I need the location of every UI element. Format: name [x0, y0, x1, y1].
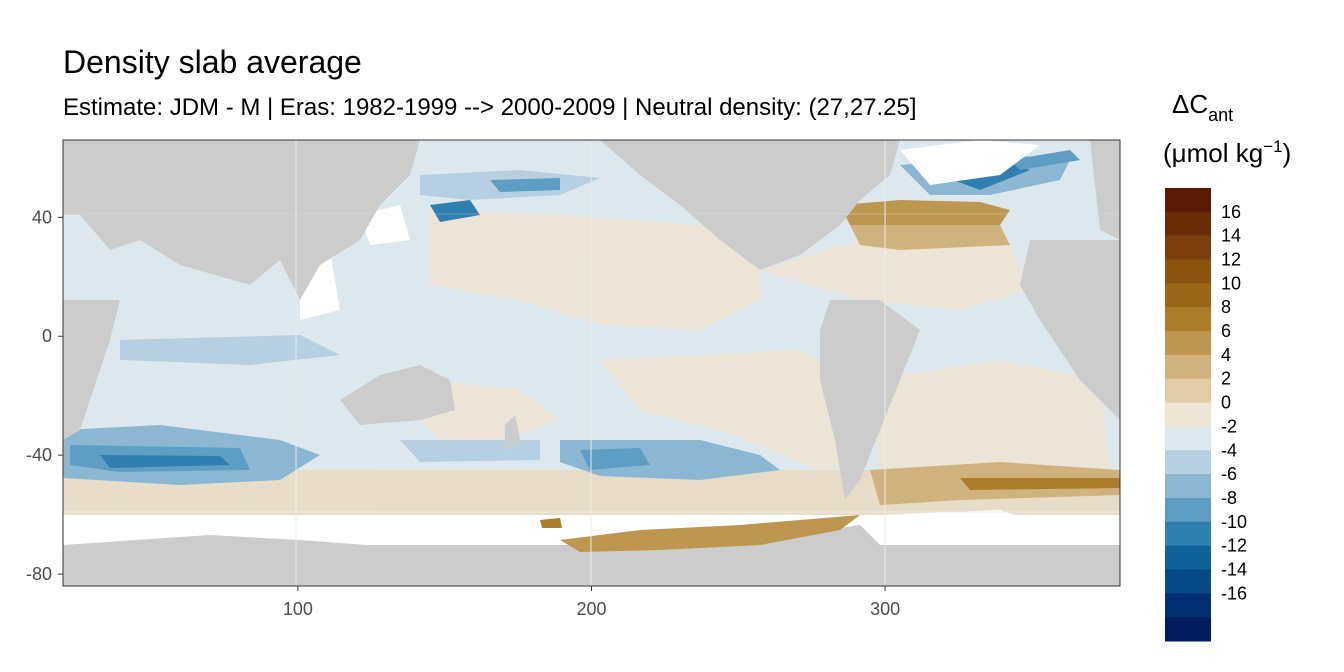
x-tick-label: 100: [283, 599, 313, 619]
legend-label: -8: [1221, 488, 1237, 508]
x-tick-label: 300: [870, 599, 900, 619]
land-south-america: [820, 300, 920, 500]
legend-label: 16: [1221, 202, 1241, 222]
y-tick-label: 40: [32, 207, 52, 227]
land-australia: [340, 365, 455, 425]
land-eurasia: [63, 140, 420, 300]
x-tick-label: 200: [576, 599, 606, 619]
legend-label: -16: [1221, 583, 1247, 603]
legend-swatch: [1165, 617, 1211, 642]
y-axis: 40 0 -40 -80: [26, 207, 63, 584]
legend-swatch: [1165, 307, 1211, 332]
legend-label: 8: [1221, 297, 1231, 317]
land-africa: [63, 300, 120, 440]
legend-title-unit: (μmol kg−1): [1163, 137, 1291, 168]
chart-title: Density slab average: [63, 44, 362, 80]
gridlines: [63, 140, 1120, 586]
legend-swatch: [1165, 378, 1211, 404]
legend-label: 4: [1221, 345, 1231, 365]
legend-swatch: [1165, 593, 1211, 618]
x-axis: 100 200 300: [283, 586, 900, 619]
legend-label: -12: [1221, 536, 1247, 556]
legend-label: -2: [1221, 416, 1237, 436]
legend-swatch: [1165, 354, 1211, 380]
legend-swatch: [1165, 426, 1211, 451]
legend-swatch: [1165, 474, 1211, 499]
negative-features: [63, 150, 1080, 485]
y-tick-label: -40: [26, 445, 52, 465]
north-atlantic-band: [840, 200, 1010, 250]
legend-label: 10: [1221, 273, 1241, 293]
legend-label: -6: [1221, 464, 1237, 484]
legend-label: -10: [1221, 512, 1247, 532]
map-panel: [63, 140, 1120, 586]
legend-label: -4: [1221, 440, 1237, 460]
y-tick-label: -80: [26, 564, 52, 584]
legend-label: 12: [1221, 250, 1241, 270]
legend-label: -14: [1221, 559, 1247, 579]
legend: ΔCant (μmol kg−1) 16 14 12 10 8 6 4 2 0 -2 -4 -6 -8 -…: [1163, 89, 1291, 642]
legend-swatch: [1165, 211, 1211, 237]
legend-swatch: [1165, 569, 1211, 594]
legend-swatch: [1165, 235, 1211, 261]
legend-label: 14: [1221, 226, 1241, 246]
legend-swatch: [1165, 450, 1211, 475]
legend-swatch: [1165, 283, 1211, 308]
legend-title-main: ΔCant: [1172, 89, 1233, 125]
legend-colorbar: [1165, 188, 1211, 642]
legend-label: 0: [1221, 393, 1231, 413]
legend-swatch: [1165, 521, 1211, 547]
chart-subtitle: Estimate: JDM - M | Eras: 1982-1999 --> …: [63, 94, 917, 121]
legend-swatch: [1165, 188, 1211, 213]
land-north-america: [600, 140, 900, 270]
legend-swatch: [1165, 402, 1211, 427]
legend-labels: 16 14 12 10 8 6 4 2 0 -2 -4 -6 -8 -10 -12 -14 -16: [1221, 202, 1247, 603]
land-new-zealand: [505, 415, 520, 450]
land-europe-africa: [1020, 240, 1120, 420]
legend-swatch: [1165, 331, 1211, 356]
legend-swatch: [1165, 545, 1211, 570]
legend-label: 6: [1221, 321, 1231, 341]
y-tick-label: 0: [42, 326, 52, 346]
legend-swatch: [1165, 259, 1211, 284]
antarctic-shelf-band: [560, 515, 860, 552]
legend-swatch: [1165, 497, 1211, 523]
land-greenland: [1090, 140, 1120, 240]
legend-label: 2: [1221, 369, 1231, 389]
southern-ocean-band: [870, 462, 1120, 505]
